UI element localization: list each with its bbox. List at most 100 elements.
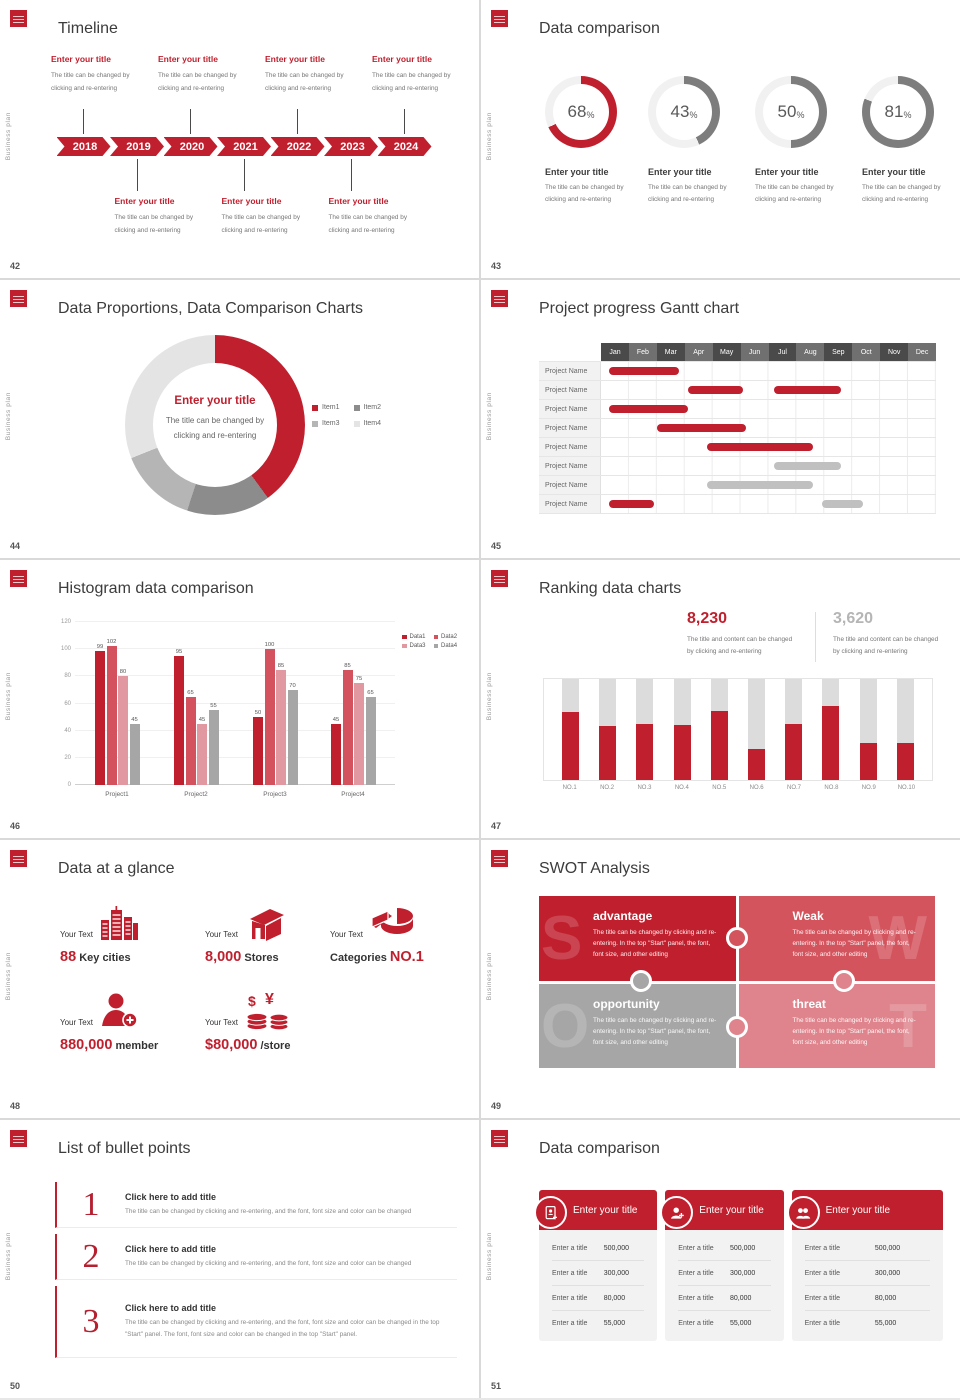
ranking-track xyxy=(896,679,914,780)
donut-percent-unit: % xyxy=(586,110,595,120)
gantt-row-label: Project Name xyxy=(539,495,601,513)
bar-value-label: 100 xyxy=(264,642,275,649)
donut-value: 81% xyxy=(862,76,934,148)
card-title: Enter your title xyxy=(573,1204,638,1216)
slide-46-histogram[interactable]: Business plan Histogram data comparison … xyxy=(0,560,479,838)
row-value: 80,000 xyxy=(874,1294,897,1302)
page-title: List of bullet points xyxy=(58,1140,191,1157)
legend-swatch xyxy=(433,643,439,649)
page-number: 48 xyxy=(10,1101,21,1111)
comparison-card-2: Enter your title Enter a title 500,000 Ent… xyxy=(660,1190,784,1341)
bullet-title: Click here to add title xyxy=(125,1191,217,1202)
gantt-row-label: Project Name xyxy=(539,419,601,437)
legend-label: Data1 xyxy=(409,634,426,640)
bar xyxy=(118,676,128,785)
donut-hole xyxy=(153,363,277,487)
ranking-track xyxy=(710,679,728,780)
ranking-category: NO.5 xyxy=(712,785,727,791)
entry-body-line: clicking and re-entering xyxy=(51,85,118,92)
gantt-bar xyxy=(774,462,842,470)
legend-label: Data4 xyxy=(441,643,458,649)
swot-quad-body: The title can be changed by clicking and… xyxy=(593,929,717,958)
slide-50-bullets[interactable]: Business plan List of bullet points 50 1… xyxy=(0,1120,479,1398)
page-number: 44 xyxy=(10,541,21,551)
legend-swatch xyxy=(402,643,407,649)
slide-47-ranking[interactable]: Business plan Ranking data charts 47 8,2… xyxy=(481,560,960,838)
ranking-track xyxy=(748,679,766,780)
timeline-connector xyxy=(243,159,245,191)
slide-51-tables[interactable]: Business plan Data comparison 51 Enter y… xyxy=(481,1120,960,1398)
bullet-row-2: 2 Click here to add title The title can … xyxy=(55,1234,457,1280)
gantt-bar xyxy=(707,481,814,489)
x-axis-label: Project3 xyxy=(263,791,287,798)
entry-body-line: The title can be changed by xyxy=(265,72,344,79)
page-number: 46 xyxy=(10,821,21,831)
row-label: Enter a title xyxy=(552,1294,588,1302)
slide-42-timeline[interactable]: Business plan Timeline 42 2018 2019 2020 20… xyxy=(0,0,479,278)
sidebar-vertical-label: Business plan xyxy=(486,672,493,721)
card-title: Enter your title xyxy=(825,1204,891,1216)
stat-caption-line1: The title and content can be changed xyxy=(833,636,939,643)
legend-swatch xyxy=(433,634,439,640)
swot-quad-body: The title can be changed by clicking and… xyxy=(792,1016,916,1046)
sidebar-vertical-label: Business plan xyxy=(5,1232,12,1281)
bar-value-label: 99 xyxy=(96,643,104,650)
slide-44-proportions[interactable]: Business plan Data Proportions, Data Com… xyxy=(0,280,479,558)
entry-body-line: clicking and re-entering xyxy=(114,227,181,234)
stat-item-members: Your Text 880,000 member xyxy=(60,992,158,1053)
bar-value-label: 75 xyxy=(355,676,363,683)
legend-label: Item2 xyxy=(363,404,382,411)
legend-label: Data2 xyxy=(441,634,458,640)
bar-column: 85 xyxy=(276,663,286,785)
slide-45-gantt[interactable]: Business plan Project progress Gantt cha… xyxy=(481,280,960,558)
bullet-number: 2 xyxy=(82,1237,100,1275)
row-value: 500,000 xyxy=(603,1244,629,1252)
donut-caption: Enter your title The title can be changed… xyxy=(755,167,855,206)
gantt-row-track xyxy=(601,457,936,475)
donut-hole xyxy=(870,84,926,140)
donut-ring xyxy=(862,76,934,148)
bar-value-label: 102 xyxy=(106,639,117,646)
timeline-entry-top: Enter your title The title can be changed… xyxy=(158,54,264,95)
stat-caption-line2: by clicking and re-entering xyxy=(687,648,762,655)
gantt-row-track xyxy=(601,438,936,456)
logo-icon xyxy=(491,850,508,867)
store-icon xyxy=(245,906,287,942)
swot-quad-body: The title can be changed by clicking and… xyxy=(593,1016,717,1046)
row-label: Enter a title xyxy=(804,1319,841,1327)
page-number: 42 xyxy=(10,261,21,271)
slide-43-data-comparison[interactable]: Business plan Data comparison 43 68% Ente… xyxy=(481,0,960,278)
timeline-connector xyxy=(83,109,84,134)
timeline-entry-bottom: Enter your title The title can be changed… xyxy=(115,196,221,237)
page-title: Ranking data charts xyxy=(539,580,682,597)
entry-title: Enter your title xyxy=(265,54,325,64)
gantt-bar xyxy=(656,424,747,432)
slide-48-glance[interactable]: Business plan Data at a glance 48 Your T… xyxy=(0,840,479,1118)
stat-secondary: 3,620 The title and content can be chang… xyxy=(833,610,960,658)
entry-title: Enter your title xyxy=(114,196,175,206)
ranking-category: NO.6 xyxy=(749,785,764,791)
gantt-row-label: Project Name xyxy=(539,400,601,418)
legend-swatch xyxy=(312,420,318,427)
timeline-entry-top: Enter your title The title can be changed… xyxy=(51,54,157,95)
slide-49-swot[interactable]: Business plan SWOT Analysis 49 S advanta… xyxy=(481,840,960,1118)
bar xyxy=(106,646,117,785)
swot-letter: S xyxy=(541,904,583,973)
page-title: Project progress Gantt chart xyxy=(539,300,740,317)
ranking-bars xyxy=(543,678,933,781)
gantt-row: Project Name xyxy=(539,400,936,419)
ranking-track xyxy=(785,679,803,780)
ranking-category: NO.2 xyxy=(600,785,615,791)
table-row: Enter a title 500,000 xyxy=(552,1236,645,1261)
y-axis-tick: 60 xyxy=(64,700,71,707)
swot-opportunity-piece: O opportunity The title can be changed b… xyxy=(539,983,736,1068)
city-icon xyxy=(100,906,140,942)
gantt-rows: Project Name Project Name Project Name Proj… xyxy=(539,361,936,514)
gantt-month-Oct: Oct xyxy=(852,343,881,361)
stat-text: Categories xyxy=(330,952,387,964)
row-value: 500,000 xyxy=(729,1244,756,1252)
entry-title: Enter your title xyxy=(372,54,432,64)
logo-icon xyxy=(491,1130,508,1147)
y-axis-tick: 120 xyxy=(60,619,71,625)
timeline-year-2020: 2020 xyxy=(164,137,218,156)
